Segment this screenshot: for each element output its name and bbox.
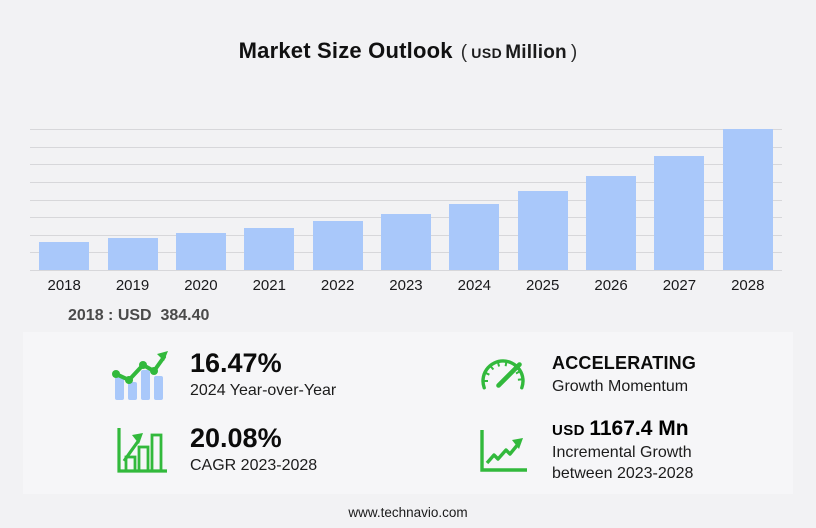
gridline bbox=[30, 146, 782, 148]
title-currency: USD bbox=[471, 45, 503, 61]
chart-bars: 2018 2019 2020 2021 2022 2023 2024 2025 2026 2027… bbox=[30, 129, 782, 294]
x-tick-label: 2027 bbox=[662, 277, 697, 294]
gridline bbox=[30, 270, 782, 271]
stat-momentum-value: ACCELERATING bbox=[552, 353, 697, 374]
stats-panel: 16.47% 2024 Year-over-Year A bbox=[23, 332, 793, 494]
bar-2023 bbox=[380, 213, 431, 270]
bar-2018 bbox=[39, 242, 90, 270]
stat-incremental-value-line: USD 1167.4 Mn bbox=[552, 417, 693, 441]
x-tick-label: 2022 bbox=[320, 277, 355, 294]
bar-2020 bbox=[175, 233, 226, 270]
stat-incremental-label-line1: Incremental Growth bbox=[552, 443, 692, 461]
bar-slot-2027: 2027 bbox=[645, 129, 713, 294]
stat-yoy-value: 16.47% bbox=[190, 348, 282, 379]
page-title: Market Size Outlook (USD Million) bbox=[0, 38, 816, 64]
bar-slot-2019: 2019 bbox=[98, 129, 166, 294]
x-tick-label: 2024 bbox=[457, 277, 492, 294]
bar-2022 bbox=[312, 221, 363, 270]
stat-momentum-text: ACCELERATING Growth Momentum bbox=[552, 353, 696, 397]
stat-cagr-value: 20.08% bbox=[190, 423, 282, 454]
x-tick-label: 2025 bbox=[526, 277, 560, 294]
x-tick-label: 2026 bbox=[594, 277, 628, 294]
bar-slot-2018: 2018 bbox=[30, 129, 98, 294]
x-tick-label: 2018 bbox=[47, 277, 81, 294]
stat-yoy-label: 2024 Year-over-Year bbox=[190, 381, 337, 399]
stat-incremental-text: USD 1167.4 Mn Incremental Growth between… bbox=[552, 417, 693, 485]
stat-momentum: ACCELERATING Growth Momentum bbox=[470, 338, 783, 413]
stat-yoy-text: 16.47% 2024 Year-over-Year bbox=[190, 349, 336, 401]
bar-2019 bbox=[107, 237, 158, 270]
bar-slot-2023: 2023 bbox=[372, 129, 440, 294]
x-tick-label: 2023 bbox=[389, 277, 423, 294]
stat-yoy: 16.47% 2024 Year-over-Year bbox=[108, 338, 470, 413]
website-text: www.technavio.com bbox=[348, 505, 468, 520]
stat-cagr: 20.08% CAGR 2023-2028 bbox=[108, 413, 470, 488]
gridline bbox=[30, 164, 782, 166]
bar-2025 bbox=[517, 191, 568, 270]
stat-incremental: USD 1167.4 Mn Incremental Growth between… bbox=[470, 413, 783, 488]
bar-slot-2025: 2025 bbox=[509, 129, 577, 294]
bar-line-growth-icon bbox=[108, 347, 174, 405]
gridline bbox=[30, 129, 782, 130]
bar-slot-2020: 2020 bbox=[167, 129, 235, 294]
stat-incremental-currency: USD bbox=[552, 421, 585, 439]
chart-annotation-2018: 2018 : USD 384.40 bbox=[68, 307, 210, 324]
bar-2021 bbox=[244, 227, 295, 270]
title-main: Market Size Outlook bbox=[238, 38, 453, 63]
open-paren: ( bbox=[460, 42, 468, 63]
gridline bbox=[30, 181, 782, 183]
x-tick-label: 2028 bbox=[731, 277, 765, 294]
bar-2026 bbox=[586, 175, 637, 270]
stat-momentum-label: Growth Momentum bbox=[552, 377, 689, 395]
x-tick-label: 2020 bbox=[184, 277, 218, 294]
title-unit-scale: Million bbox=[505, 42, 567, 63]
x-tick-label: 2019 bbox=[115, 277, 150, 294]
close-paren: ) bbox=[570, 42, 578, 63]
stat-cagr-label: CAGR 2023-2028 bbox=[190, 456, 318, 474]
line-chart-growth-icon bbox=[470, 422, 536, 480]
gridline bbox=[30, 199, 782, 201]
bar-slot-2024: 2024 bbox=[440, 129, 508, 294]
title-unit: (USD Million) bbox=[461, 42, 578, 63]
stat-cagr-text: 20.08% CAGR 2023-2028 bbox=[190, 424, 317, 476]
bar-slot-2026: 2026 bbox=[577, 129, 645, 294]
stat-incremental-label-line2: between 2023-2028 bbox=[552, 464, 694, 482]
bar-chart: 2018 2019 2020 2021 2022 2023 2024 2025 2026 2027… bbox=[30, 129, 782, 294]
bar-2028 bbox=[722, 129, 773, 270]
bar-slot-2028: 2028 bbox=[714, 129, 782, 294]
bar-chart-growth-icon bbox=[108, 422, 174, 480]
bar-slot-2022: 2022 bbox=[303, 129, 371, 294]
bar-slot-2021: 2021 bbox=[235, 129, 303, 294]
bar-2024 bbox=[449, 204, 500, 270]
x-tick-label: 2021 bbox=[252, 277, 286, 294]
gauge-icon bbox=[470, 347, 536, 405]
bar-2027 bbox=[654, 155, 705, 270]
stat-incremental-value: 1167.4 Mn bbox=[589, 416, 689, 440]
